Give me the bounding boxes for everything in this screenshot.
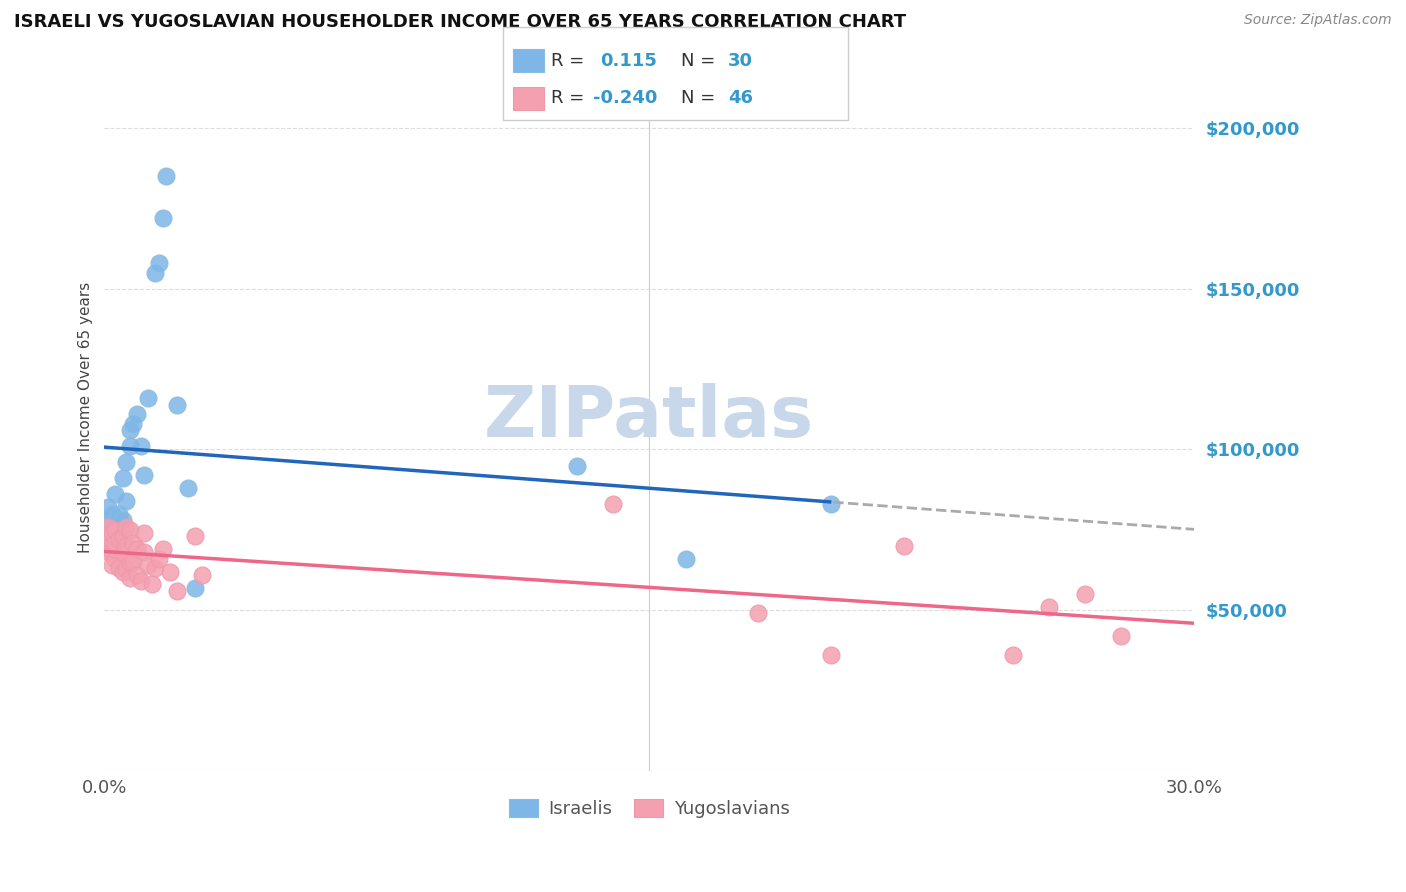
Point — [184, 581, 207, 595]
Point — [104, 487, 127, 501]
Point — [115, 539, 138, 553]
Point — [184, 529, 207, 543]
Point — [1074, 587, 1097, 601]
Point — [115, 455, 138, 469]
Point — [111, 513, 134, 527]
Point — [100, 523, 122, 537]
Point — [122, 555, 145, 569]
Point — [100, 526, 122, 541]
Point — [143, 266, 166, 280]
Point — [97, 519, 120, 533]
Text: 0.115: 0.115 — [600, 52, 657, 70]
Point — [100, 507, 122, 521]
Point — [155, 169, 177, 184]
Point — [747, 607, 769, 621]
Point — [118, 423, 141, 437]
Text: 30: 30 — [728, 52, 754, 70]
Point — [118, 555, 141, 569]
Y-axis label: Householder Income Over 65 years: Householder Income Over 65 years — [79, 282, 93, 553]
Point — [152, 542, 174, 557]
Point — [104, 535, 127, 549]
Point — [97, 533, 120, 547]
Point — [125, 542, 148, 557]
Point — [104, 523, 127, 537]
Point — [111, 545, 134, 559]
Point — [111, 565, 134, 579]
Point — [136, 391, 159, 405]
Point — [129, 574, 152, 589]
Point — [118, 523, 141, 537]
Text: Source: ZipAtlas.com: Source: ZipAtlas.com — [1244, 13, 1392, 28]
Point — [602, 497, 624, 511]
Point — [148, 551, 170, 566]
Point — [141, 577, 163, 591]
Text: N =: N = — [681, 52, 714, 70]
Point — [100, 535, 122, 549]
Text: -0.240: -0.240 — [593, 89, 658, 107]
Point — [97, 500, 120, 515]
Point — [97, 513, 120, 527]
Point — [129, 439, 152, 453]
Point — [115, 519, 138, 533]
Text: ISRAELI VS YUGOSLAVIAN HOUSEHOLDER INCOME OVER 65 YEARS CORRELATION CHART: ISRAELI VS YUGOSLAVIAN HOUSEHOLDER INCOM… — [14, 13, 907, 31]
Point — [118, 571, 141, 585]
Point — [111, 529, 134, 543]
Point — [1038, 599, 1060, 614]
Point — [136, 558, 159, 573]
Point — [820, 648, 842, 662]
Point — [108, 533, 131, 547]
Point — [115, 561, 138, 575]
Point — [122, 535, 145, 549]
Point — [148, 256, 170, 270]
Point — [100, 545, 122, 559]
Point — [143, 561, 166, 575]
Point — [166, 398, 188, 412]
Point — [108, 561, 131, 575]
Point — [565, 458, 588, 473]
Point — [1111, 629, 1133, 643]
Point — [152, 211, 174, 226]
Point — [104, 519, 127, 533]
Legend: Israelis, Yugoslavians: Israelis, Yugoslavians — [502, 791, 797, 825]
Point — [134, 468, 156, 483]
Text: 46: 46 — [728, 89, 754, 107]
Point — [191, 567, 214, 582]
Point — [134, 526, 156, 541]
Text: R =: R = — [551, 89, 585, 107]
Point — [122, 417, 145, 431]
Point — [177, 481, 200, 495]
Point — [166, 583, 188, 598]
Point — [134, 545, 156, 559]
Point — [111, 471, 134, 485]
Point — [675, 551, 697, 566]
Text: N =: N = — [681, 89, 714, 107]
Point — [104, 542, 127, 557]
Point — [108, 526, 131, 541]
Point — [125, 567, 148, 582]
Point — [1001, 648, 1024, 662]
Point — [104, 551, 127, 566]
Point — [118, 439, 141, 453]
Point — [97, 545, 120, 559]
Point — [125, 407, 148, 421]
Point — [115, 494, 138, 508]
Point — [820, 497, 842, 511]
Point — [893, 539, 915, 553]
Text: ZIPatlas: ZIPatlas — [484, 383, 814, 452]
Point — [100, 558, 122, 573]
Point — [159, 565, 181, 579]
Point — [104, 533, 127, 547]
Text: R =: R = — [551, 52, 585, 70]
Point — [108, 507, 131, 521]
